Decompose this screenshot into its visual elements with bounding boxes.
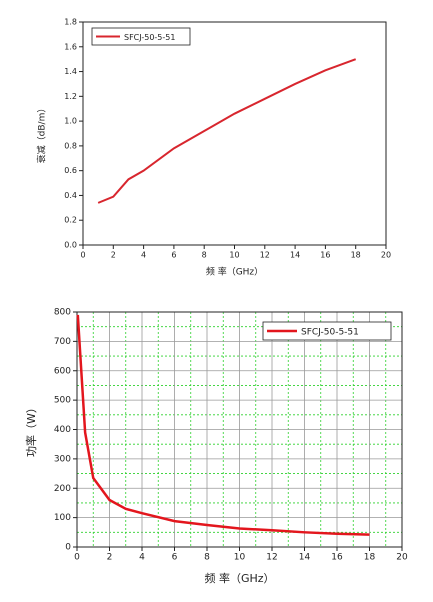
data-line <box>97 58 357 204</box>
y-tick-label: 1.8 <box>64 18 77 27</box>
y-tick-label: 700 <box>54 337 71 347</box>
data-line <box>76 314 370 536</box>
y-tick-label: 600 <box>54 366 71 376</box>
y-tick-label: 1.6 <box>64 42 77 51</box>
x-tick-label: 2 <box>107 553 113 563</box>
x-tick-label: 16 <box>320 251 330 260</box>
y-tick-label: 0.0 <box>64 241 77 250</box>
legend-label: SFCJ-50-5-51 <box>124 33 175 42</box>
x-tick-label: 12 <box>260 251 270 260</box>
y-tick-label: 1.2 <box>64 92 77 101</box>
y-tick-label: 0.6 <box>64 166 77 175</box>
y-axis-label: 衰减（dB/m） <box>36 104 48 164</box>
plot-frame <box>82 21 387 246</box>
x-tick-label: 0 <box>74 553 80 563</box>
x-tick-label: 6 <box>172 553 178 563</box>
x-tick-label: 18 <box>351 251 361 260</box>
legend-box <box>91 27 191 46</box>
y-tick-label: 100 <box>54 513 71 523</box>
plot-frame <box>76 311 403 548</box>
y-tick-label: 800 <box>54 308 71 318</box>
y-tick-label: 1.4 <box>64 67 77 76</box>
x-tick-label: 20 <box>381 251 391 260</box>
x-tick-label: 10 <box>234 553 246 563</box>
x-tick-label: 14 <box>299 553 311 563</box>
x-tick-label: 18 <box>364 553 376 563</box>
x-tick-label: 8 <box>204 553 210 563</box>
x-tick-label: 2 <box>111 251 116 260</box>
y-tick-label: 400 <box>54 425 71 435</box>
x-tick-label: 6 <box>171 251 176 260</box>
x-tick-label: 20 <box>396 553 408 563</box>
legend-box <box>262 321 392 341</box>
y-tick-label: 0.8 <box>64 141 77 150</box>
y-axis-label: 功率（W） <box>24 402 38 457</box>
x-tick-label: 8 <box>202 251 207 260</box>
y-tick-label: 200 <box>54 484 71 494</box>
y-tick-label: 300 <box>54 454 71 464</box>
x-axis-label: 频 率（GHz） <box>204 571 274 585</box>
legend-label: SFCJ-50-5-51 <box>301 328 359 338</box>
x-tick-label: 4 <box>139 553 145 563</box>
x-tick-label: 4 <box>141 251 146 260</box>
x-tick-label: 10 <box>229 251 239 260</box>
x-tick-label: 16 <box>331 553 343 563</box>
x-tick-label: 14 <box>290 251 300 260</box>
x-tick-label: 0 <box>80 251 85 260</box>
y-tick-label: 1.0 <box>64 117 77 126</box>
x-axis-label: 频 率（GHz） <box>206 266 263 278</box>
y-tick-label: 500 <box>54 396 71 406</box>
x-tick-label: 12 <box>266 553 277 563</box>
y-tick-label: 0.2 <box>64 216 77 225</box>
y-tick-label: 0.4 <box>64 191 77 200</box>
y-tick-label: 0 <box>65 543 71 553</box>
